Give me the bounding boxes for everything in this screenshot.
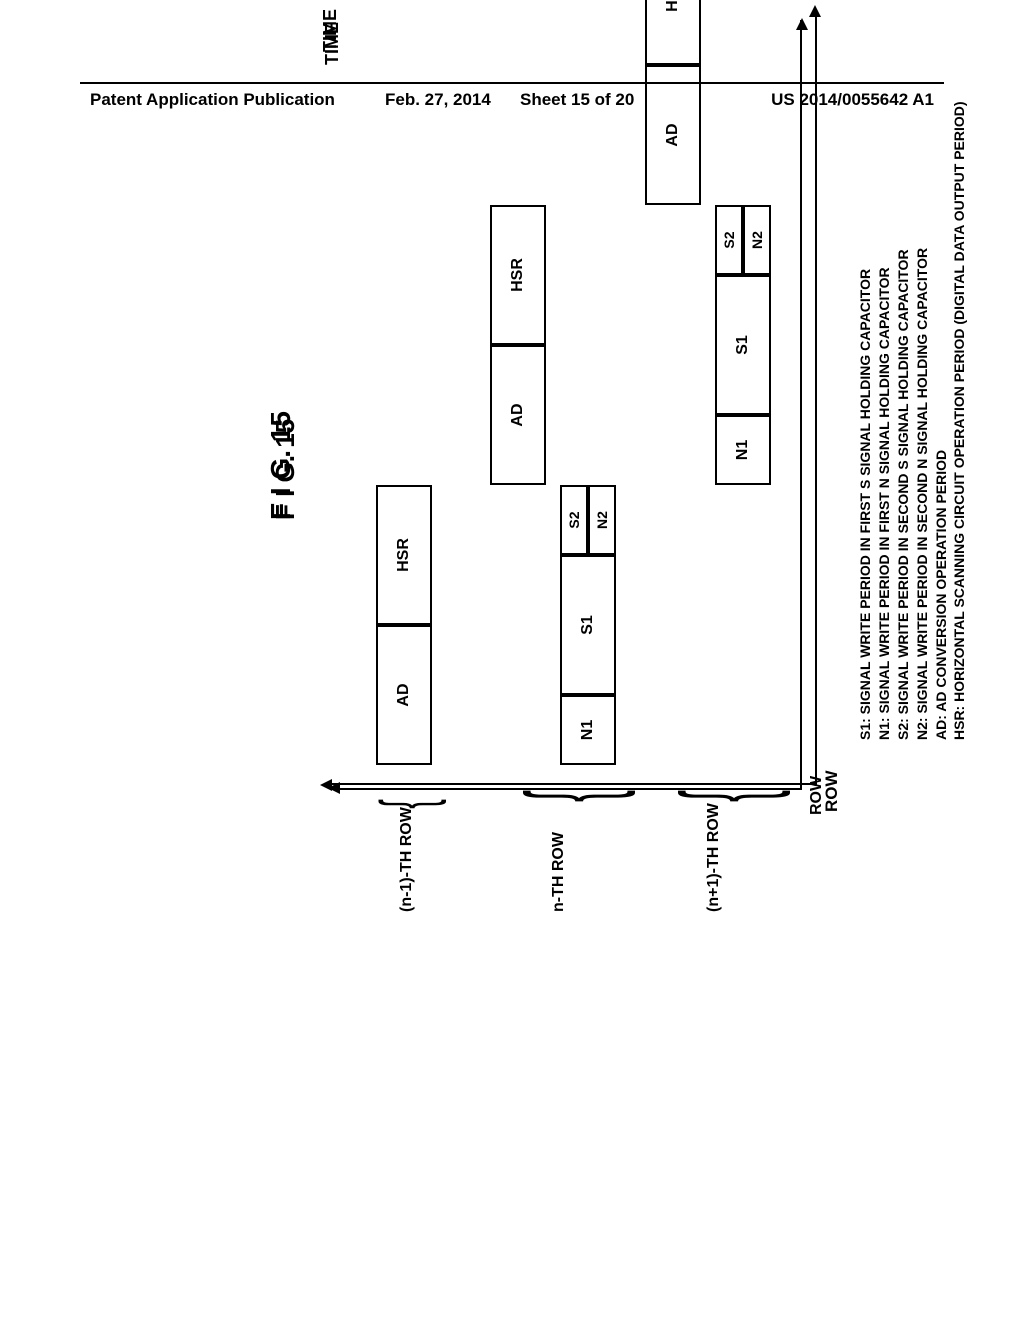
row-label-np1: (n+1)-TH ROW xyxy=(705,803,723,912)
row-label-nm1: (n-1)-TH ROW xyxy=(398,807,416,912)
row-label-n: n-TH ROW xyxy=(550,832,568,912)
legend-line: S1: SIGNAL WRITE PERIOD IN FIRST S SIGNA… xyxy=(856,101,875,740)
cell-s2: S2 xyxy=(715,205,743,275)
cell-s1: S1 xyxy=(715,275,771,415)
cell-n1: N1 xyxy=(715,415,771,485)
axis-time-label: TIME xyxy=(320,9,341,52)
cell-ad: AD xyxy=(376,625,432,765)
arrowhead-right-icon xyxy=(809,5,821,17)
legend-line: HSR: HORIZONTAL SCANNING CIRCUIT OPERATI… xyxy=(950,101,969,740)
legend-line: AD: AD CONVERSION OPERATION PERIOD xyxy=(932,101,951,740)
brace-icon: { xyxy=(500,790,638,802)
legend-line: N2: SIGNAL WRITE PERIOD IN SECOND N SIGN… xyxy=(913,101,932,740)
cell-ad: AD xyxy=(490,345,546,485)
figure-title: F I G. 15 xyxy=(265,411,297,520)
brace-icon: { xyxy=(655,790,793,802)
cell-hsr: HSR xyxy=(376,485,432,625)
cell-hsr: HSR xyxy=(645,0,701,65)
arrowhead-up-icon xyxy=(320,779,332,791)
legend-block: S1: SIGNAL WRITE PERIOD IN FIRST S SIGNA… xyxy=(856,101,969,740)
cell-n2: N2 xyxy=(588,485,616,555)
cell-s1: S1 xyxy=(560,555,616,695)
cell-hsr: HSR xyxy=(490,205,546,345)
cell-n2: N2 xyxy=(743,205,771,275)
axis-horizontal xyxy=(815,15,817,785)
brace-icon: { xyxy=(366,799,448,809)
cell-ad: AD xyxy=(645,65,701,205)
cell-n1: N1 xyxy=(560,695,616,765)
legend-line: N1: SIGNAL WRITE PERIOD IN FIRST N SIGNA… xyxy=(875,101,894,740)
axis-vertical xyxy=(325,783,817,785)
legend-line: S2: SIGNAL WRITE PERIOD IN SECOND S SIGN… xyxy=(894,101,913,740)
axis-row-label: ROW xyxy=(822,770,842,812)
header-left: Patent Application Publication xyxy=(90,90,335,110)
cell-s2: S2 xyxy=(560,485,588,555)
